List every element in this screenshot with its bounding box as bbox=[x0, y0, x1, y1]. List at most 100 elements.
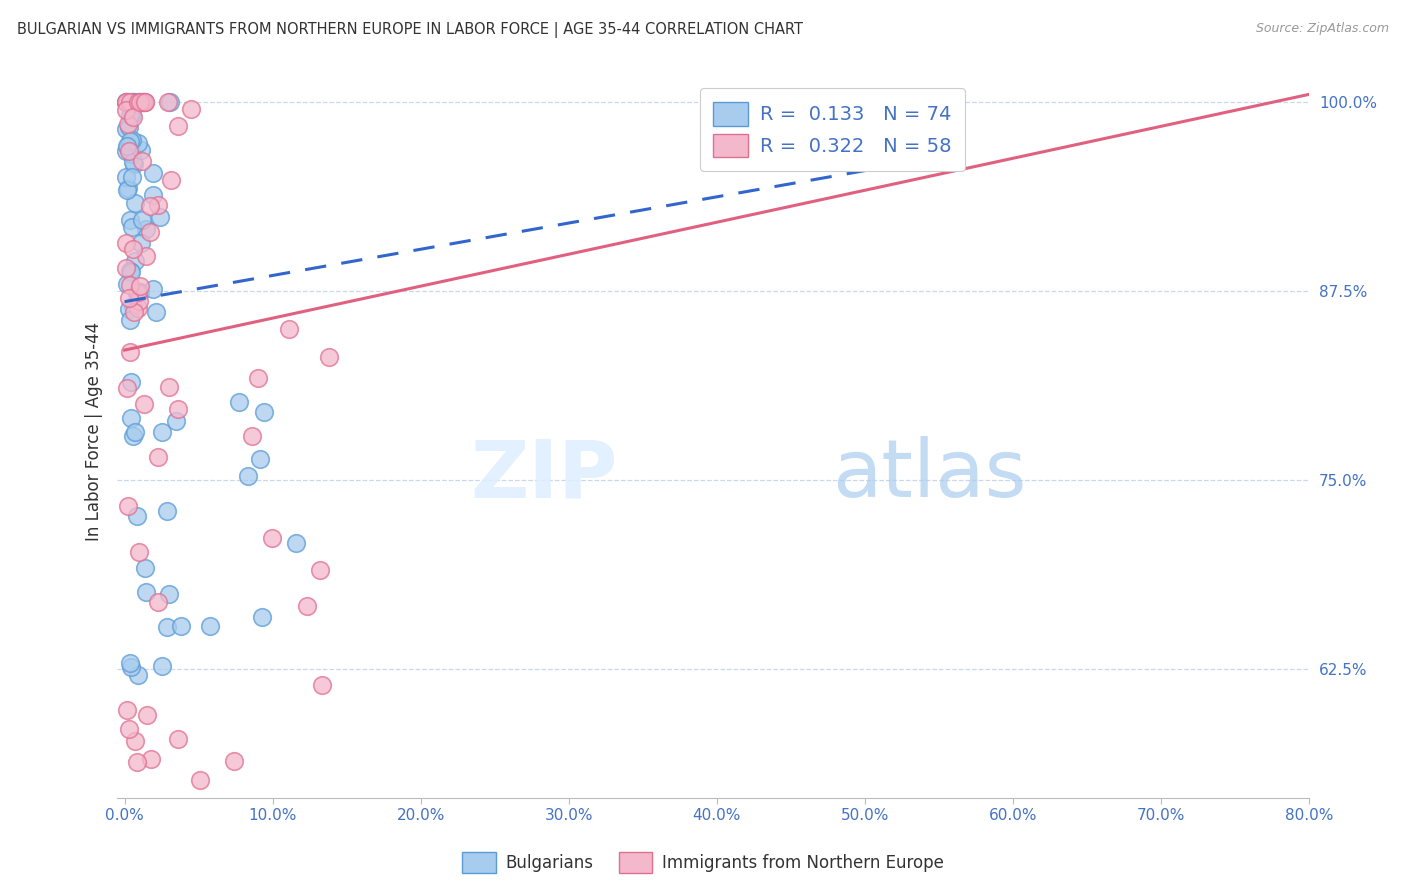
Point bbox=[159, 173, 181, 187]
Point bbox=[122, 110, 145, 124]
Point bbox=[131, 95, 153, 109]
Point bbox=[198, 619, 221, 633]
Point bbox=[121, 95, 143, 109]
Point bbox=[127, 667, 149, 681]
Point bbox=[236, 468, 259, 483]
Point bbox=[166, 402, 188, 417]
Point bbox=[159, 95, 181, 109]
Point bbox=[124, 253, 146, 268]
Point bbox=[129, 143, 152, 157]
Point bbox=[124, 425, 146, 440]
Point bbox=[120, 660, 142, 674]
Point bbox=[115, 169, 138, 184]
Point bbox=[127, 286, 149, 301]
Point bbox=[129, 235, 152, 250]
Point bbox=[118, 302, 141, 317]
Point bbox=[118, 278, 141, 293]
Point bbox=[118, 291, 141, 305]
Point bbox=[262, 531, 284, 545]
Text: ZIP: ZIP bbox=[471, 436, 617, 514]
Point bbox=[115, 122, 138, 136]
Point bbox=[228, 394, 250, 409]
Point bbox=[165, 414, 187, 428]
Point bbox=[121, 147, 143, 161]
Point bbox=[115, 103, 138, 118]
Point bbox=[157, 587, 180, 601]
Point bbox=[124, 195, 146, 210]
Point bbox=[128, 95, 150, 109]
Point bbox=[142, 166, 165, 180]
Point bbox=[118, 95, 141, 109]
Point bbox=[142, 188, 165, 202]
Point bbox=[128, 293, 150, 308]
Point bbox=[121, 108, 143, 122]
Point bbox=[122, 429, 145, 443]
Point bbox=[132, 95, 155, 109]
Point bbox=[122, 299, 145, 313]
Point bbox=[121, 154, 143, 169]
Point bbox=[127, 95, 149, 109]
Point bbox=[117, 181, 139, 195]
Point bbox=[120, 657, 142, 671]
Point bbox=[120, 213, 142, 227]
Point bbox=[127, 136, 149, 150]
Point bbox=[115, 95, 138, 109]
Point bbox=[120, 134, 142, 148]
Point bbox=[145, 305, 167, 319]
Point bbox=[156, 503, 179, 517]
Point bbox=[155, 620, 177, 634]
Point bbox=[309, 563, 332, 577]
Point bbox=[118, 144, 141, 158]
Point bbox=[125, 508, 148, 523]
Point bbox=[242, 429, 264, 443]
Point bbox=[146, 198, 169, 212]
Point bbox=[135, 584, 157, 599]
Point bbox=[120, 95, 142, 109]
Point bbox=[117, 500, 139, 514]
Point bbox=[120, 375, 142, 389]
Point bbox=[157, 380, 180, 394]
Y-axis label: In Labor Force | Age 35-44: In Labor Force | Age 35-44 bbox=[86, 321, 103, 541]
Point bbox=[127, 95, 149, 109]
Point bbox=[135, 249, 157, 263]
Point bbox=[224, 754, 246, 768]
Point bbox=[134, 95, 156, 109]
Point bbox=[118, 108, 141, 122]
Point bbox=[127, 285, 149, 299]
Point bbox=[120, 265, 142, 279]
Point bbox=[132, 397, 155, 411]
Point bbox=[295, 599, 318, 613]
Point bbox=[318, 350, 340, 364]
Point bbox=[250, 610, 273, 624]
Point bbox=[118, 345, 141, 359]
Point bbox=[117, 138, 139, 153]
Point bbox=[128, 279, 150, 293]
Point bbox=[135, 222, 157, 236]
Point bbox=[142, 282, 165, 296]
Point bbox=[127, 301, 149, 316]
Point bbox=[139, 752, 162, 766]
Point bbox=[118, 312, 141, 326]
Point bbox=[278, 322, 301, 336]
Point bbox=[138, 199, 160, 213]
Point bbox=[167, 120, 190, 134]
Point bbox=[115, 381, 138, 395]
Point bbox=[124, 734, 146, 748]
Text: atlas: atlas bbox=[832, 436, 1026, 514]
Point bbox=[115, 95, 138, 109]
Point bbox=[121, 95, 143, 109]
Point bbox=[249, 452, 271, 467]
Point bbox=[127, 755, 149, 769]
Point bbox=[170, 619, 193, 633]
Point bbox=[285, 536, 308, 550]
Point bbox=[117, 139, 139, 153]
Point bbox=[118, 722, 141, 736]
Point bbox=[311, 678, 333, 692]
Point bbox=[115, 144, 138, 158]
Point bbox=[134, 560, 156, 574]
Point bbox=[166, 731, 188, 746]
Point bbox=[120, 264, 142, 278]
Point bbox=[149, 210, 172, 224]
Point bbox=[117, 95, 139, 109]
Point bbox=[121, 169, 143, 184]
